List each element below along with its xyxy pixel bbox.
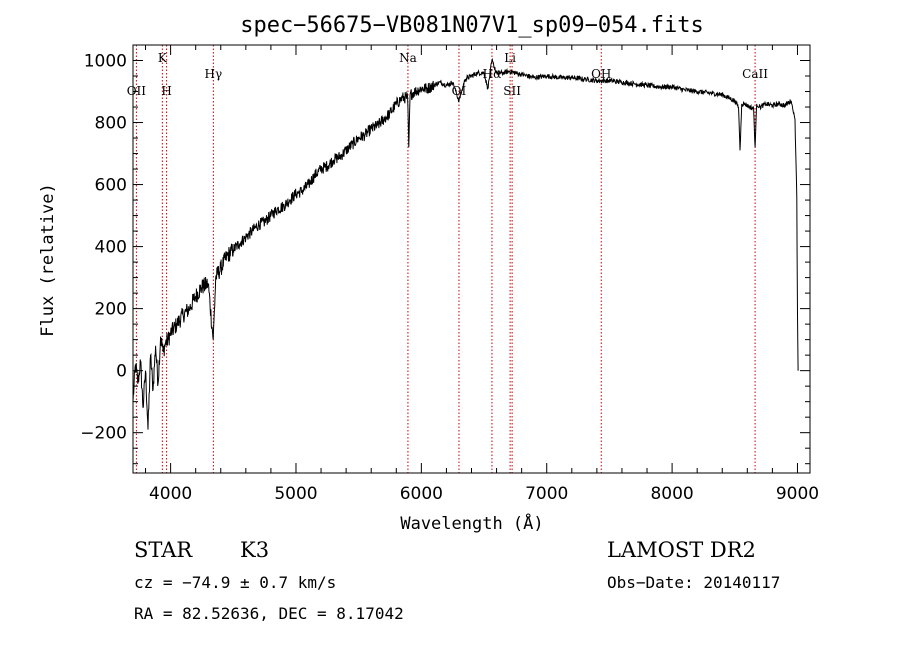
marker-label-0: OII xyxy=(127,84,147,98)
x-tick-label-4: 8000 xyxy=(650,484,693,504)
x-tick-label-1: 5000 xyxy=(274,484,317,504)
x-tick-label-2: 6000 xyxy=(400,484,443,504)
x-axis-label: Wavelength (Å) xyxy=(400,512,543,534)
star-subclass: K3 xyxy=(240,538,270,562)
survey-name: LAMOST DR2 xyxy=(607,538,756,562)
redshift-cz: cz = −74.9 ± 0.7 km/s xyxy=(134,573,337,592)
marker-label-10: CaII xyxy=(742,67,768,81)
marker-label-9: OH xyxy=(591,67,611,81)
x-tick-label-3: 7000 xyxy=(525,484,568,504)
ra-dec: RA = 82.52636, DEC = 8.17042 xyxy=(134,604,404,623)
y-tick-label-1: 0 xyxy=(116,362,127,382)
spectrum-chart: spec−56675−VB081N07V1_sp09−054.fits OII K… xyxy=(38,13,819,534)
marker-label-8: SII xyxy=(503,84,521,98)
marker-label-4: Na xyxy=(399,51,417,65)
obs-date: Obs−Date: 20140117 xyxy=(607,573,781,592)
x-tick-label-5: 9000 xyxy=(776,484,819,504)
plot-frame xyxy=(132,44,811,474)
spectrum-series xyxy=(132,57,799,430)
marker-label-1: K xyxy=(158,51,168,65)
series-line-0 xyxy=(132,57,799,430)
y-tick-label-6: 1000 xyxy=(84,52,127,72)
y-tick-label-4: 600 xyxy=(95,176,127,196)
marker-label-6: Hα xyxy=(483,67,502,81)
marker-label-7: Li xyxy=(504,51,516,65)
marker-label-3: Hγ xyxy=(205,67,223,81)
marker-label-2: H xyxy=(161,84,171,98)
y-tick-label-0: −200 xyxy=(80,424,127,444)
x-tick-label-0: 4000 xyxy=(149,484,192,504)
y-tick-label-3: 400 xyxy=(95,238,127,258)
y-axis-label: Flux (relative) xyxy=(38,183,58,337)
y-tick-label-5: 800 xyxy=(95,114,127,134)
star-class: STAR xyxy=(134,538,193,562)
y-tick-label-2: 200 xyxy=(95,300,127,320)
chart-title: spec−56675−VB081N07V1_sp09−054.fits xyxy=(240,13,704,38)
axis-ticks: 4000 5000 6000 7000 8000 9000 −200 0 200 400 600 80… xyxy=(80,44,819,504)
